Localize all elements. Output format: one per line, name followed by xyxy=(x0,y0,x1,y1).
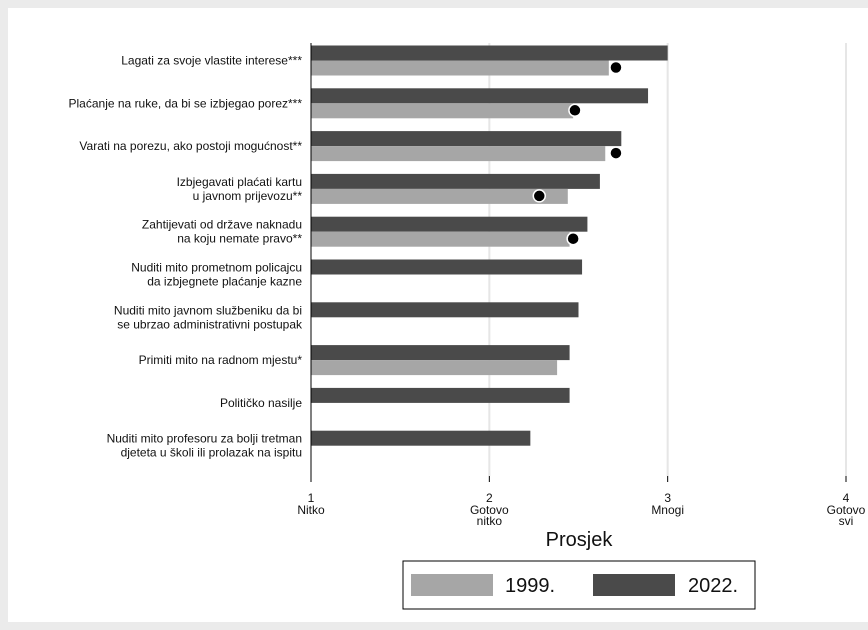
category-label-4-line-1: Izbjegavati plaćati kartu xyxy=(177,175,302,189)
bar-2022-5 xyxy=(311,216,588,232)
bar-2022-10 xyxy=(311,430,531,446)
x-tick-number-4: 4 xyxy=(843,491,850,505)
category-label-7-line-2: se ubrzao administrativni postupak xyxy=(117,317,303,331)
category-label-4-line-2: u javnom prijevozu** xyxy=(193,189,303,203)
bar-1999-8 xyxy=(311,360,558,376)
category-label-10-line-1: Nuditi mito profesoru za bolji tretman xyxy=(107,432,302,446)
x-axis-title: Prosjek xyxy=(546,529,614,551)
x-tick-label-4-line-2: svi xyxy=(839,514,854,528)
category-label-6-line-2: da izbjegnete plaćanje kazne xyxy=(147,275,302,289)
legend-label-2022: 2022. xyxy=(688,575,738,597)
category-label-8: Primiti mito na radnom mjestu* xyxy=(139,353,303,367)
x-tick-number-2: 2 xyxy=(486,491,493,505)
x-tick-number-1: 1 xyxy=(308,491,315,505)
legend-label-1999: 1999. xyxy=(505,575,555,597)
bars xyxy=(311,45,668,446)
bar-1999-4 xyxy=(311,188,568,204)
bar-2022-1 xyxy=(311,45,668,61)
bar-1999-2 xyxy=(311,103,574,119)
bar-2022-6 xyxy=(311,259,583,275)
bar-1999-5 xyxy=(311,231,570,247)
x-tick-number-3: 3 xyxy=(664,491,671,505)
bar-2022-7 xyxy=(311,302,579,318)
legend: 1999. 2022. xyxy=(402,560,756,610)
marker-5 xyxy=(566,231,580,246)
bar-1999-1 xyxy=(311,60,609,76)
legend-swatch-1999 xyxy=(411,574,493,596)
category-label-10-line-2: djeteta u školi ili prolazak na ispitu xyxy=(121,446,302,460)
marker-1 xyxy=(609,60,623,75)
category-label-5-line-2: na koju nemate pravo** xyxy=(177,232,302,246)
bar-1999-3 xyxy=(311,146,606,162)
category-label-2: Plaćanje na ruke, da bi se izbjegao pore… xyxy=(69,96,303,110)
category-label-5-line-1: Zahtijevati od države naknadu xyxy=(142,218,302,232)
marker-4 xyxy=(532,189,547,203)
category-labels: Lagati za svoje vlastite interese*** Plać… xyxy=(69,54,303,460)
category-label-7-line-1: Nuditi mito javnom službeniku da bi xyxy=(114,303,302,317)
bar-2022-8 xyxy=(311,345,570,361)
marker-2 xyxy=(568,103,582,118)
x-tick-label-3-line-1: Mnogi xyxy=(651,503,684,517)
bar-2022-3 xyxy=(311,131,622,147)
category-label-9: Političko nasilje xyxy=(220,396,302,410)
category-label-3: Varati na porezu, ako postoji mogućnost*… xyxy=(79,139,302,153)
bar-2022-4 xyxy=(311,173,600,189)
bar-2022-2 xyxy=(311,88,649,104)
x-tick-label-4-line-1: Gotovo xyxy=(827,503,866,517)
bar-2022-9 xyxy=(311,387,570,403)
legend-swatch-2022 xyxy=(593,574,675,596)
x-tick-label-1-line-1: Nitko xyxy=(297,503,325,517)
x-tick-label-2-line-2: nitko xyxy=(477,514,503,528)
marker-3 xyxy=(609,146,623,160)
category-label-6-line-1: Nuditi mito prometnom policajcu xyxy=(131,261,302,275)
markers xyxy=(532,60,623,246)
x-tick-label-2-line-1: Gotovo xyxy=(470,503,509,517)
category-label-1: Lagati za svoje vlastite interese*** xyxy=(121,54,302,68)
